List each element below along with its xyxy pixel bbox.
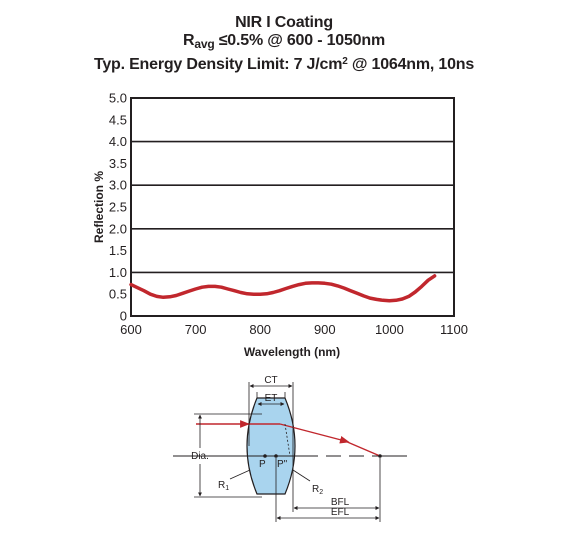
r1-letter: R <box>218 480 225 491</box>
r2-label: R2 <box>312 484 323 496</box>
et-label: ET <box>265 393 278 404</box>
energy-prefix: Typ. Energy Density Limit: 7 J/cm <box>93 56 343 73</box>
ravg-sub: avg <box>194 37 215 51</box>
ct-label: CT <box>264 375 277 386</box>
x-tick-label: 800 <box>249 322 271 337</box>
x-tick-labels: 600 700 800 900 1000 1100 <box>120 322 468 337</box>
chart-subtitle-ravg: Ravg ≤0.5% @ 600 - 1050nm <box>0 32 568 53</box>
r2-letter: R <box>312 484 319 495</box>
principal-point-p <box>263 454 267 458</box>
x-tick-label: 1000 <box>375 322 404 337</box>
r1-leader <box>229 469 251 480</box>
y-tick-label: 1.5 <box>109 243 127 258</box>
x-tick-label: 900 <box>314 322 336 337</box>
r1-label: R1 <box>218 480 229 492</box>
y-tick-label: 3.5 <box>109 156 127 171</box>
r1-sub: 1 <box>225 485 229 492</box>
principal-dashed <box>284 423 291 457</box>
focal-point <box>378 454 382 458</box>
lens-shape <box>246 397 296 495</box>
bfl-label: BFL <box>331 497 350 508</box>
reflection-series-line <box>129 274 437 303</box>
chart-titles: NIR I Coating Ravg ≤0.5% @ 600 - 1050nm … <box>0 14 568 74</box>
x-tick-label: 700 <box>185 322 207 337</box>
refracted-ray <box>279 423 350 444</box>
y-tick-label: 2.5 <box>109 200 127 215</box>
x-tick-label: 1100 <box>440 322 468 337</box>
y-tick-label: 0 <box>120 309 127 324</box>
y-tick-label: 2.0 <box>109 221 127 236</box>
r2-leader <box>292 469 311 482</box>
p-label: P <box>259 459 266 470</box>
principal-point-p-prime <box>274 454 278 458</box>
y-tick-labels: 0 0.5 1.0 1.5 2.0 2.5 3.0 3.5 4.0 4.5 5.0 <box>109 91 127 324</box>
chart-subtitle-energy: Typ. Energy Density Limit: 7 J/cm2 @ 106… <box>0 53 568 74</box>
x-tick-label: 600 <box>120 322 142 337</box>
y-axis-label: Reflection % <box>92 171 106 243</box>
y-tick-label: 4.5 <box>109 112 127 127</box>
p-prime-label: P" <box>277 459 288 470</box>
y-tick-label: 1.0 <box>109 265 127 280</box>
efl-label: EFL <box>331 507 350 518</box>
dia-label: Dia. <box>191 451 209 462</box>
refracted-ray-cont <box>344 440 381 457</box>
gridlines <box>131 140 454 274</box>
r2-sub: 2 <box>319 489 323 496</box>
chart-title: NIR I Coating <box>235 14 333 31</box>
energy-rest: @ 1064nm, 10ns <box>347 56 475 73</box>
y-tick-label: 4.0 <box>109 134 127 149</box>
energy-sup: 2 <box>342 56 348 67</box>
y-tick-label: 0.5 <box>109 287 127 302</box>
y-tick-label: 3.0 <box>109 178 127 193</box>
y-tick-label: 5.0 <box>109 91 127 106</box>
ravg-r: R <box>183 32 195 49</box>
reflection-chart: 0 0.5 1.0 1.5 2.0 2.5 3.0 3.5 4.0 4.5 5.0 600 700 80… <box>92 91 468 360</box>
plot-frame <box>130 97 455 317</box>
ravg-rest: ≤0.5% @ 600 - 1050nm <box>214 32 385 49</box>
x-axis-label: Wavelength (nm) <box>244 345 340 359</box>
